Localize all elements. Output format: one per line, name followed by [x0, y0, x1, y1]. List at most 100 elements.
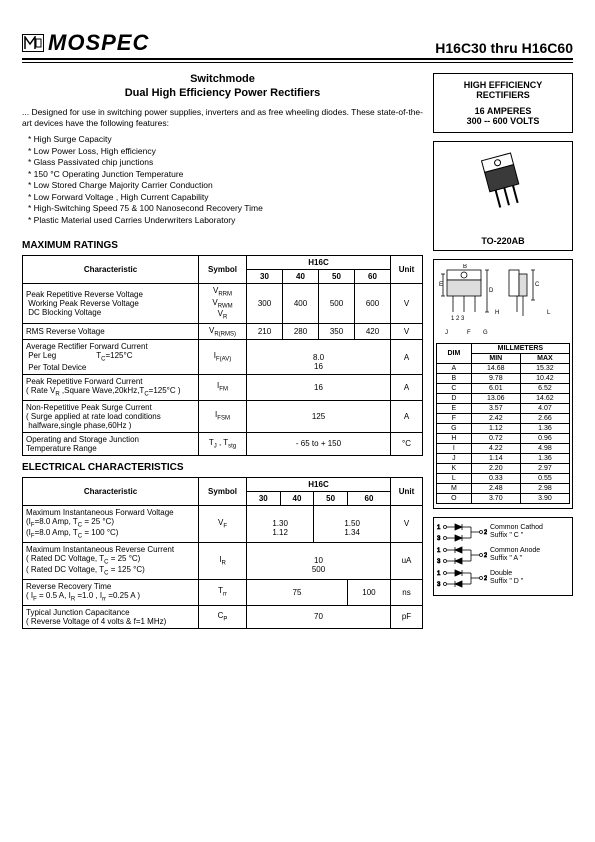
pin-config-row: 132 Common AnodeSuffix " A ": [437, 545, 569, 565]
svg-text:1: 1: [437, 548, 441, 554]
svg-text:2: 2: [484, 576, 487, 582]
cell: 0.72: [471, 434, 520, 444]
cell: D: [437, 394, 472, 404]
cell: IFM: [199, 374, 247, 400]
cell: ns: [391, 579, 423, 605]
cell: RMS Reverse Voltage: [23, 323, 199, 340]
feature-item: Plastic Material used Carries Underwrite…: [28, 215, 423, 226]
cell: 420: [355, 323, 391, 340]
cell: TJ , Tstg: [199, 432, 247, 455]
pin-config-row: 132 Common CathodSuffix " C ": [437, 522, 569, 542]
cell: K: [437, 464, 472, 474]
cell: 10.42: [520, 374, 569, 384]
dim-head: MILLMETERS: [471, 344, 569, 354]
cell: 14.62: [520, 394, 569, 404]
table-row: G1.121.36: [437, 424, 570, 434]
package-name: TO-220AB: [481, 236, 524, 246]
cell: 3.70: [471, 494, 520, 504]
dim-max: MAX: [520, 354, 569, 364]
pin-config-label: Common CathodSuffix " C ": [490, 524, 543, 539]
svg-text:B: B: [463, 264, 467, 270]
table-row: F2.422.66: [437, 414, 570, 424]
diode-common-anode-icon: 132: [437, 545, 487, 565]
cell: Peak Repetitive Reverse Voltage Working …: [23, 284, 199, 324]
table-row: B9.7810.42: [437, 374, 570, 384]
summary-l3: 16 AMPERES: [438, 106, 568, 116]
brand-name: MOSPEC: [48, 30, 149, 56]
cell: VR(RMS): [199, 323, 247, 340]
cell: H: [437, 434, 472, 444]
cell: G: [437, 424, 472, 434]
svg-text:2: 2: [484, 530, 487, 536]
cell: Average Rectifier Forward Current Per Le…: [23, 340, 199, 375]
col-30: 30: [247, 270, 283, 284]
cell: Maximum Instantaneous Forward Voltage(IF…: [23, 505, 199, 542]
cell: 1.12: [471, 424, 520, 434]
package-icon: [468, 148, 538, 218]
svg-text:3: 3: [437, 582, 441, 588]
cell: 2.48: [471, 484, 520, 494]
pin-config-box: 132 Common CathodSuffix " C " 132 Common…: [433, 517, 573, 596]
cell: M: [437, 484, 472, 494]
cell: Operating and Storage JunctionTemperatur…: [23, 432, 199, 455]
svg-text:J: J: [445, 330, 448, 336]
cell: uA: [391, 542, 423, 579]
table-row: D13.0614.62: [437, 394, 570, 404]
cell: A: [437, 364, 472, 374]
cell: 100: [347, 579, 390, 605]
svg-text:L: L: [547, 310, 551, 316]
cell: Maximum Instantaneous Reverse Current( R…: [23, 542, 199, 579]
cell: V: [391, 505, 423, 542]
cell: VRRMVRWMVR: [199, 284, 247, 324]
cell: 2.42: [471, 414, 520, 424]
col-symbol: Symbol: [199, 477, 247, 505]
cell: 2.98: [520, 484, 569, 494]
cell: 500: [319, 284, 355, 324]
feature-list: High Surge CapacityLow Power Loss, High …: [28, 134, 423, 226]
table-row: O3.703.90: [437, 494, 570, 504]
summary-box: HIGH EFFICIENCY RECTIFIERS 16 AMPERES 30…: [433, 73, 573, 133]
cell: 1.14: [471, 454, 520, 464]
table-row: C6.016.52: [437, 384, 570, 394]
cell: 3.90: [520, 494, 569, 504]
cell: F: [437, 414, 472, 424]
cell: J: [437, 454, 472, 464]
table-row: A14.6815.32: [437, 364, 570, 374]
doc-subtitle: Dual High Efficiency Power Rectifiers: [22, 87, 423, 99]
dim-min: MIN: [471, 354, 520, 364]
cell: 14.68: [471, 364, 520, 374]
dim-col: DIM: [437, 344, 472, 364]
max-ratings-heading: MAXIMUM RATINGS: [22, 240, 423, 251]
cell: Non-Repetitive Peak Surge Current( Surge…: [23, 400, 199, 432]
svg-text:1: 1: [437, 571, 441, 577]
cell: 210: [247, 323, 283, 340]
summary-l2: RECTIFIERS: [438, 90, 568, 100]
cell: 13.06: [471, 394, 520, 404]
diode-common-cathode-icon: 132: [437, 522, 487, 542]
cell: 125: [247, 400, 391, 432]
cell: 4.07: [520, 404, 569, 414]
cell: 4.98: [520, 444, 569, 454]
cell: L: [437, 474, 472, 484]
cell: - 65 to + 150: [247, 432, 391, 455]
col-60: 60: [355, 270, 391, 284]
cell: 16: [247, 374, 391, 400]
table-row: Operating and Storage JunctionTemperatur…: [23, 432, 423, 455]
cell: 1.36: [520, 454, 569, 464]
cell: IF(AV): [199, 340, 247, 375]
cell: 0.33: [471, 474, 520, 484]
table-row: Average Rectifier Forward Current Per Le…: [23, 340, 423, 375]
col-60: 60: [347, 491, 390, 505]
col-40: 40: [283, 270, 319, 284]
cell: 400: [283, 284, 319, 324]
cell: Typical Junction Capacitance( Reverse Vo…: [23, 605, 199, 628]
diode-double-icon: 1 3 2: [437, 568, 487, 588]
svg-text:G: G: [483, 330, 488, 336]
col-50: 50: [319, 270, 355, 284]
feature-item: High Surge Capacity: [28, 134, 423, 145]
cell: 0.96: [520, 434, 569, 444]
cell: A: [391, 400, 423, 432]
cell: 0.55: [520, 474, 569, 484]
table-row: Peak Repetitive Forward Current( Rate VR…: [23, 374, 423, 400]
cell: 70: [247, 605, 391, 628]
